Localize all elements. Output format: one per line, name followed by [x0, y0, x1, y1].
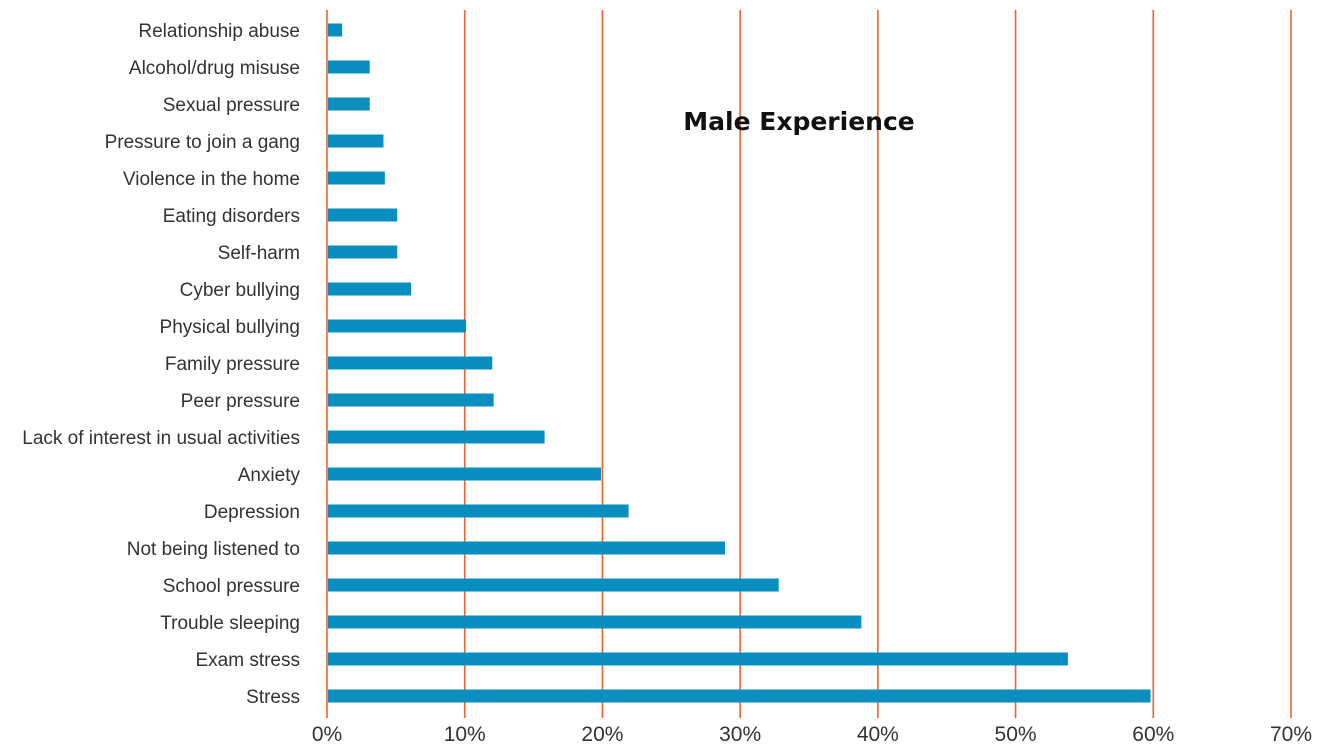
bars: [328, 23, 1151, 703]
x-tick-label: 60%: [1132, 723, 1174, 746]
category-label: Pressure to join a gang: [105, 132, 300, 153]
bar: [328, 467, 602, 481]
chart-title: Male Experience: [683, 107, 914, 136]
x-tick-label: 20%: [581, 723, 623, 746]
bar: [328, 23, 343, 37]
category-label: Physical bullying: [160, 317, 300, 338]
category-label: Trouble sleeping: [160, 613, 300, 634]
bar: [328, 356, 493, 370]
bar: [328, 689, 1151, 703]
bar: [328, 578, 779, 592]
category-label: Relationship abuse: [138, 21, 300, 42]
category-label: Alcohol/drug misuse: [129, 58, 300, 79]
bar: [328, 430, 545, 444]
bar: [328, 615, 862, 629]
category-label: Depression: [204, 502, 300, 523]
category-label: Not being listened to: [127, 539, 300, 560]
bar: [328, 171, 385, 185]
category-label: Self-harm: [218, 243, 300, 264]
category-label: School pressure: [163, 576, 300, 597]
x-tick-labels: 0% 10% 20% 30% 40% 50% 60% 70%: [312, 723, 1312, 746]
category-label: Anxiety: [238, 465, 301, 486]
x-tick-label: 10%: [444, 723, 486, 746]
x-tick-label: 70%: [1270, 723, 1312, 746]
x-tick-label: 40%: [857, 723, 899, 746]
bar: [328, 245, 398, 259]
category-label: Peer pressure: [181, 391, 300, 412]
bar: [328, 393, 494, 407]
category-label: Stress: [246, 687, 300, 708]
bar: [328, 282, 412, 296]
x-tick-label: 30%: [719, 723, 761, 746]
bar: [328, 208, 398, 222]
category-label: Violence in the home: [123, 169, 300, 190]
bar: [328, 652, 1068, 666]
bar: [328, 504, 629, 518]
bar: [328, 134, 384, 148]
bar: [328, 541, 725, 555]
category-label: Eating disorders: [163, 206, 300, 227]
category-label: Exam stress: [195, 650, 300, 671]
bar: [328, 97, 370, 111]
category-label: Cyber bullying: [180, 280, 300, 301]
category-label: Lack of interest in usual activities: [22, 428, 300, 449]
gridlines: [326, 10, 1292, 718]
category-label: Sexual pressure: [163, 95, 300, 116]
x-tick-label: 0%: [312, 723, 342, 746]
category-labels: Relationship abuse Alcohol/drug misuse Sex…: [22, 21, 300, 708]
bar: [328, 60, 370, 74]
x-tick-label: 50%: [995, 723, 1037, 746]
bar: [328, 319, 467, 333]
category-label: Family pressure: [165, 354, 300, 375]
